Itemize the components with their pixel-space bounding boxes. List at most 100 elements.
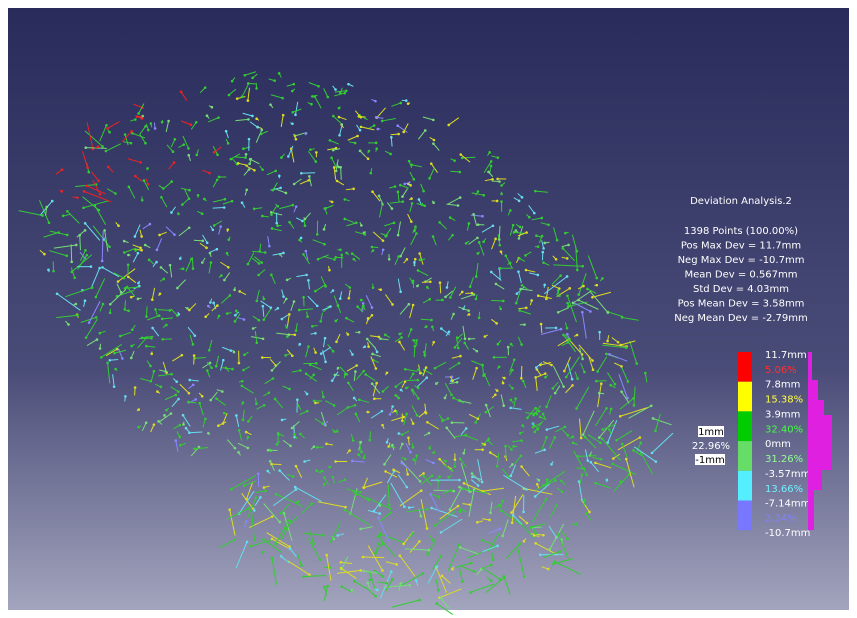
deviation-point	[329, 305, 332, 308]
deviation-arrow	[463, 488, 488, 494]
deviation-point	[432, 142, 435, 145]
deviation-arrow	[523, 487, 553, 495]
deviation-point	[470, 472, 474, 475]
deviation-point	[566, 305, 570, 308]
deviation-point	[129, 295, 133, 299]
deviation-point	[240, 384, 244, 388]
deviation-arrow	[18, 210, 43, 216]
deviation-arrow	[546, 425, 560, 431]
deviation-point	[229, 157, 233, 161]
deviation-point	[351, 459, 354, 463]
deviation-point	[187, 147, 190, 150]
deviation-point	[399, 290, 402, 294]
deviation-arrow	[449, 286, 457, 298]
deviation-point	[398, 554, 402, 557]
deviation-arrow	[400, 184, 409, 189]
deviation-point	[534, 366, 538, 369]
deviation-arrow	[517, 548, 525, 577]
deviation-point	[365, 337, 369, 341]
deviation-arrow	[417, 269, 429, 277]
deviation-point	[310, 102, 313, 106]
deviation-arrow	[250, 539, 273, 547]
deviation-point	[626, 396, 629, 400]
deviation-arrow	[584, 449, 589, 461]
deviation-point	[293, 333, 297, 337]
deviation-point	[543, 372, 547, 375]
deviation-arrow	[535, 377, 538, 392]
deviation-arrow	[333, 295, 339, 306]
deviation-arrow	[94, 205, 107, 226]
deviation-point	[397, 132, 400, 136]
deviation-arrow	[331, 371, 339, 381]
deviation-point	[542, 261, 545, 264]
deviation-point	[193, 447, 196, 451]
deviation-point	[181, 413, 185, 417]
deviation-point	[353, 403, 357, 407]
deviation-point	[385, 581, 389, 585]
deviation-point	[334, 146, 338, 150]
deviation-point	[377, 335, 381, 339]
deviation-point	[495, 199, 499, 203]
deviation-arrow	[444, 382, 452, 395]
deviation-point	[451, 233, 454, 237]
deviation-arrow	[307, 538, 321, 560]
deviation-arrow	[337, 305, 342, 314]
deviation-point	[649, 404, 653, 408]
deviation-point	[261, 214, 264, 218]
deviation-arrow	[530, 523, 547, 528]
deviation-point	[86, 166, 89, 169]
deviation-point	[606, 339, 609, 343]
deviation-point	[366, 317, 370, 320]
deviation-point	[334, 88, 337, 91]
deviation-arrow	[406, 379, 418, 382]
deviation-point	[541, 412, 545, 416]
deviation-point	[371, 352, 374, 356]
deviation-point	[256, 472, 260, 476]
deviation-point	[566, 434, 570, 437]
deviation-arrow	[644, 372, 648, 383]
deviation-point	[430, 474, 434, 477]
deviation-point	[83, 299, 87, 303]
tolerance-percent: 22.96%	[692, 441, 730, 452]
deviation-point	[130, 328, 134, 332]
stats: 1398 Points (100.00%)Pos Max Dev = 11.7m…	[674, 226, 807, 324]
deviation-arrow	[517, 271, 522, 284]
deviation-point	[458, 485, 461, 489]
deviation-point	[502, 299, 505, 303]
deviation-point	[624, 457, 628, 461]
deviation-point	[458, 546, 462, 549]
deviation-point	[271, 377, 275, 380]
deviation-arrow	[326, 554, 332, 581]
deviation-point	[446, 417, 450, 420]
deviation-point	[477, 316, 481, 320]
deviation-point	[140, 336, 144, 340]
deviation-point	[522, 539, 526, 543]
deviation-point	[73, 276, 76, 280]
deviation-point	[247, 507, 251, 510]
deviation-arrow	[423, 475, 433, 486]
deviation-point	[462, 451, 466, 455]
deviation-point	[261, 356, 264, 359]
deviation-arrow	[654, 413, 661, 431]
deviation-arrow	[190, 122, 197, 130]
deviation-arrow	[222, 200, 233, 205]
scale-band	[738, 500, 752, 531]
deviation-point	[418, 258, 422, 262]
deviation-arrow	[124, 247, 137, 254]
deviation-point	[650, 451, 654, 455]
deviation-arrow	[369, 335, 379, 338]
deviation-point	[375, 350, 379, 354]
deviation-point	[526, 416, 529, 420]
deviation-arrow	[601, 438, 621, 461]
deviation-point	[103, 229, 106, 232]
deviation-point	[209, 301, 212, 304]
deviation-arrow	[447, 544, 460, 572]
deviation-point	[362, 569, 366, 573]
deviation-arrow	[272, 489, 297, 507]
deviation-arrow	[571, 301, 591, 312]
deviation-arrow	[293, 178, 302, 185]
deviation-arrow	[488, 528, 501, 534]
deviation-point	[367, 498, 370, 502]
deviation-point	[47, 221, 51, 225]
deviation-arrow	[372, 353, 382, 358]
